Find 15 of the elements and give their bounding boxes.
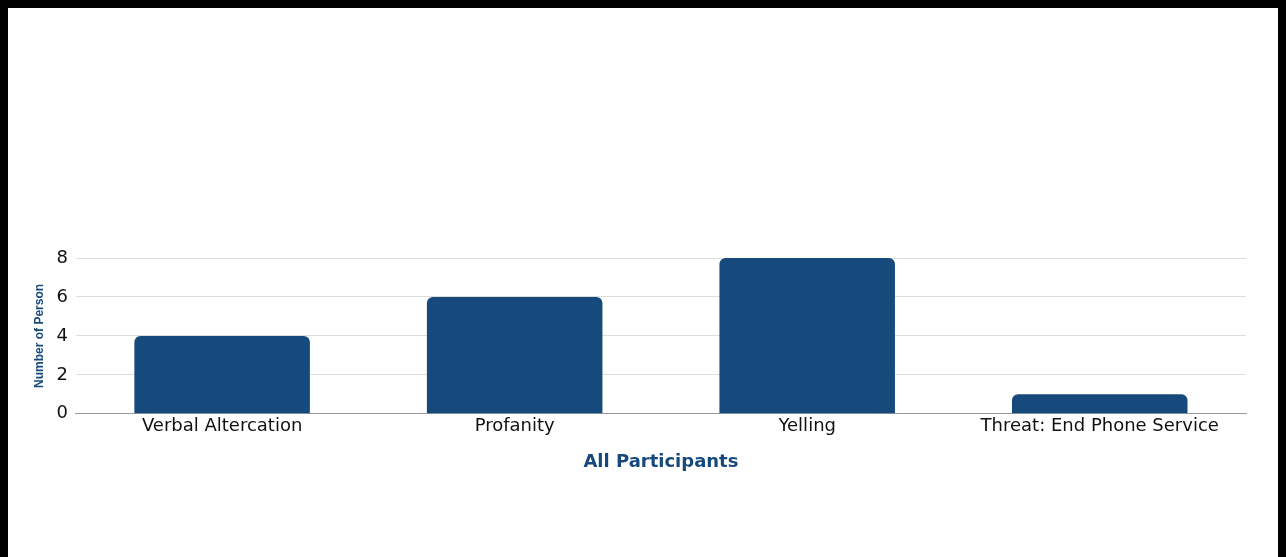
y-tick-label: 8 [56,245,68,267]
y-tick-label: 0 [56,401,68,423]
bar [134,335,310,414]
bar [1011,394,1188,414]
x-axis-title: All Participants [583,449,739,471]
y-tick-label: 2 [56,362,68,384]
x-tick-label: Yelling [777,414,836,436]
x-tick-label: Verbal Altercation [141,414,303,436]
y-tick-label: 6 [56,284,68,306]
bar [426,296,603,414]
x-tick-label: Profanity [474,414,556,436]
bar [719,258,895,414]
y-axis-title: Number of Person [31,283,46,388]
y-tick-label: 4 [56,323,68,345]
x-tick-label: Threat: End Phone Service [979,414,1219,436]
